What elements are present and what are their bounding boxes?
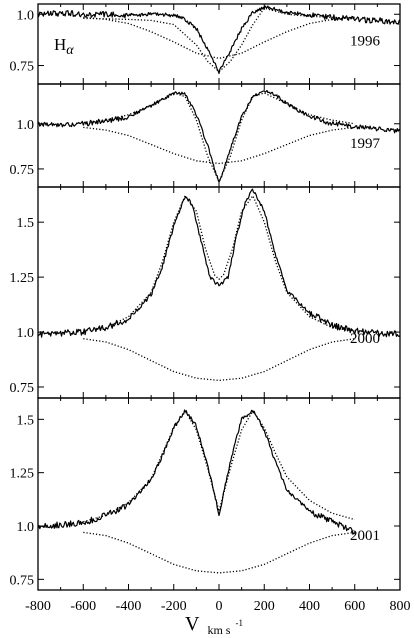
series-dotted-line — [83, 531, 355, 574]
x-tick-label: 0 — [216, 599, 223, 614]
x-axis-label-main: V — [185, 613, 200, 635]
series-dotted-line — [83, 7, 355, 73]
panels-group: 1.0 0.75 1996 Hα 1.0 0.75 1997 1.5 1.25 1.0 0.75 20… — [10, 3, 401, 591]
x-tick-label: -600 — [70, 599, 96, 614]
y-tick-label: 0.75 — [10, 163, 35, 178]
panel-frame — [37, 83, 401, 188]
line-annotation: Hα — [54, 35, 74, 58]
y-tick-label: 0.75 — [10, 573, 35, 588]
x-tick-label: 200 — [254, 599, 275, 614]
x-tick-label: -800 — [25, 599, 51, 614]
x-tick-label: 600 — [344, 599, 365, 614]
panel-2001: 1.5 1.25 1.0 0.75 2001 — [10, 397, 401, 591]
line-annotation-main: H — [54, 35, 66, 54]
series-solid-line — [37, 188, 401, 338]
series-dotted-line — [83, 126, 355, 165]
x-axis-label-unit: km s — [207, 623, 230, 637]
y-tick-label: 1.0 — [17, 326, 35, 341]
y-tick-label: 1.25 — [10, 271, 35, 286]
y-tick-label: 1.25 — [10, 467, 35, 482]
x-axis-label: V km s -1 — [185, 613, 243, 638]
year-label: 2001 — [350, 528, 380, 544]
y-tick-label: 0.75 — [10, 60, 35, 75]
series-dotted-line — [83, 410, 355, 523]
y-tick-label: 1.0 — [17, 520, 35, 535]
y-tick-label: 1.0 — [17, 118, 35, 133]
x-tick-label: 400 — [299, 599, 320, 614]
year-label: 1997 — [350, 136, 381, 152]
year-label: 1996 — [350, 34, 381, 50]
series-solid-line — [37, 409, 356, 535]
x-tick-label: 800 — [390, 599, 411, 614]
series-solid-line — [37, 89, 401, 183]
x-axis-label-exponent: -1 — [235, 618, 243, 628]
series-dotted-line — [83, 16, 355, 60]
series-solid-line — [37, 5, 401, 75]
y-tick-label: 1.0 — [17, 8, 35, 23]
panel-1996: 1.0 0.75 1996 Hα — [10, 3, 401, 85]
panel-1997: 1.0 0.75 1997 — [10, 83, 401, 188]
series-dotted-line — [83, 195, 355, 332]
y-tick-label: 1.5 — [17, 413, 35, 428]
series-dotted-line — [83, 338, 355, 382]
year-label: 2000 — [350, 331, 380, 347]
y-tick-label: 1.5 — [17, 216, 35, 231]
panel-frame — [37, 186, 401, 399]
y-tick-label: 0.75 — [10, 381, 35, 396]
x-tick-label: -400 — [116, 599, 142, 614]
panel-2000: 1.5 1.25 1.0 0.75 2000 — [10, 186, 401, 399]
x-tick-labels: -800 -600 -400 -200 0 200 400 600 800 — [25, 599, 410, 614]
x-tick-label: -200 — [161, 599, 187, 614]
line-annotation-sub: α — [66, 43, 74, 58]
series-dotted-line — [83, 92, 355, 183]
panel-frame — [37, 397, 401, 591]
